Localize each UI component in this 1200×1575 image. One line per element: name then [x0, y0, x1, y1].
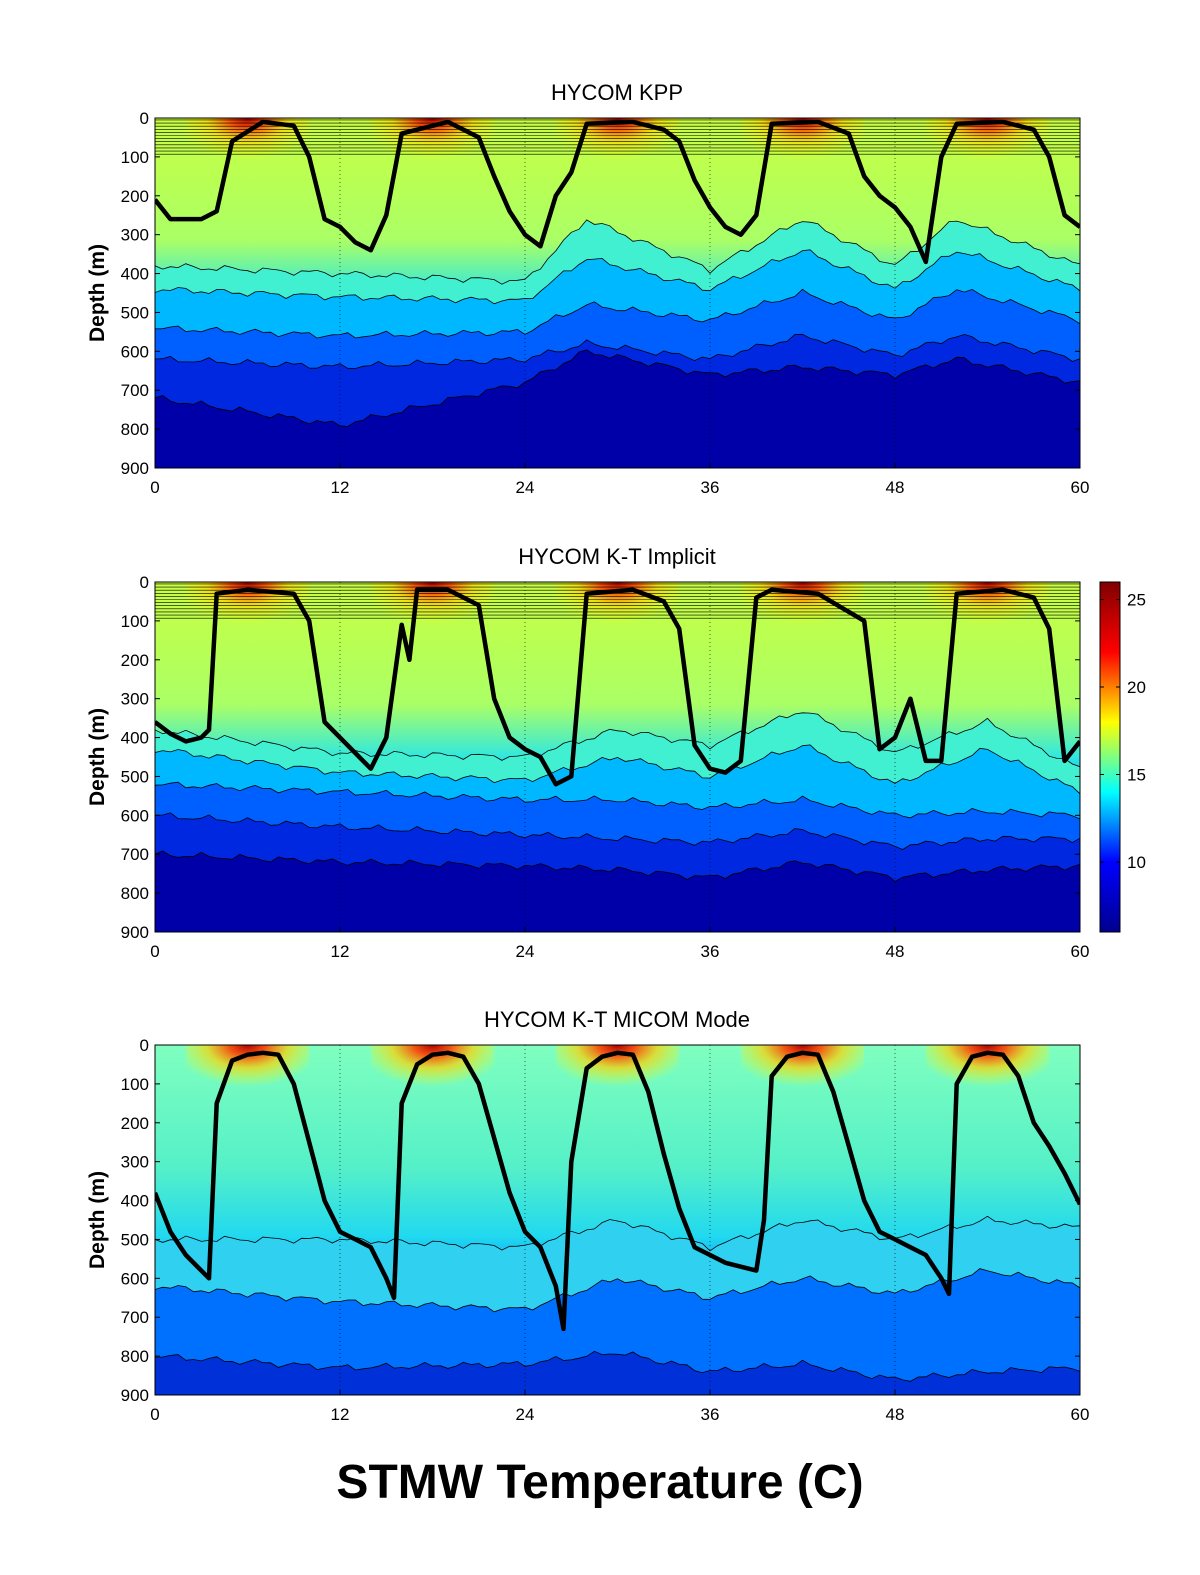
summer-warm-layer — [185, 118, 310, 188]
y-tick-label: 200 — [121, 651, 149, 670]
y-tick-label: 900 — [121, 1386, 149, 1405]
x-tick-label: 12 — [331, 942, 350, 961]
mixed-layer-line — [155, 587, 1080, 787]
summer-warm-layer — [925, 1045, 1050, 1115]
y-axis-label: Depth (m) — [86, 244, 109, 342]
x-tick-label: 0 — [150, 1405, 159, 1424]
y-tick-label: 100 — [121, 148, 149, 167]
y-tick-label: 400 — [121, 729, 149, 748]
summer-warm-layer — [740, 1045, 865, 1115]
y-axis: 0 100 200 300 400 500 600 700 800 900 — [121, 1036, 1080, 1405]
mixed-layer-line — [155, 119, 1080, 265]
plot-frame — [154, 1044, 1081, 1396]
x-tick-label: 36 — [701, 942, 720, 961]
y-tick-label: 0 — [140, 109, 149, 128]
x-tick-label: 24 — [516, 1405, 535, 1424]
y-tick-label: 400 — [121, 265, 149, 284]
mixed-layer-depth-series — [155, 119, 1080, 265]
y-tick-label: 900 — [121, 923, 149, 942]
summer-warm-layer — [370, 582, 495, 652]
x-axis: 0 12 24 36 48 60 — [150, 463, 1089, 497]
colorbar: 10 15 20 25 — [1099, 581, 1146, 933]
panel-hycom-kt-micom-mode: HYCOM K-T MICOM Mode 0 12 24 36 48 60 0 100 200… — [86, 1007, 1089, 1424]
colorbar-tick-label: 15 — [1127, 766, 1146, 785]
y-tick-label: 900 — [121, 459, 149, 478]
x-tick-label: 36 — [701, 1405, 720, 1424]
x-tick-label: 60 — [1071, 478, 1090, 497]
mixed-layer-line — [155, 1050, 1080, 1332]
x-tick-label: 48 — [886, 942, 905, 961]
y-tick-label: 0 — [140, 573, 149, 592]
y-axis-label: Depth (m) — [86, 708, 109, 806]
y-tick-label: 200 — [121, 187, 149, 206]
isotherm-band — [155, 349, 1080, 468]
summer-warm-layer — [925, 582, 1050, 652]
panel-title: HYCOM KPP — [551, 80, 683, 105]
colorbar-gradient — [1099, 581, 1121, 933]
panel-hycom-kpp: HYCOM KPP 0 12 24 36 48 60 0 100 200 300 400 500 60… — [86, 80, 1089, 497]
y-tick-label: 800 — [121, 420, 149, 439]
x-tick-label: 12 — [331, 1405, 350, 1424]
x-tick-label: 24 — [516, 478, 535, 497]
x-tick-label: 60 — [1071, 1405, 1090, 1424]
figure-caption: STMW Temperature (C) — [336, 1456, 864, 1509]
y-axis: 0 100 200 300 400 500 600 700 800 900 — [121, 573, 1080, 942]
y-tick-label: 500 — [121, 303, 149, 322]
y-tick-label: 300 — [121, 1153, 149, 1172]
plot-frame — [154, 581, 1081, 933]
colorbar-tick-label: 10 — [1127, 853, 1146, 872]
mixed-layer-depth-series — [155, 1050, 1080, 1332]
y-tick-label: 300 — [121, 690, 149, 709]
x-tick-label: 36 — [701, 478, 720, 497]
y-tick-label: 800 — [121, 1347, 149, 1366]
isotherm-band — [155, 1350, 1080, 1395]
mixed-layer-depth-series — [155, 587, 1080, 787]
y-tick-label: 700 — [121, 845, 149, 864]
y-tick-label: 500 — [121, 767, 149, 786]
y-axis-label: Depth (m) — [86, 1171, 109, 1269]
summer-warm-layer — [740, 118, 865, 188]
y-tick-label: 600 — [121, 1269, 149, 1288]
y-tick-label: 400 — [121, 1192, 149, 1211]
x-axis: 0 12 24 36 48 60 — [150, 927, 1089, 961]
y-tick-label: 700 — [121, 1308, 149, 1327]
heatmap-area — [155, 118, 1080, 468]
x-tick-label: 48 — [886, 1405, 905, 1424]
x-axis: 0 12 24 36 48 60 — [150, 1390, 1089, 1424]
summer-warm-layer — [555, 582, 680, 652]
colorbar-ticks: 10 15 20 25 — [1100, 591, 1146, 872]
y-tick-label: 700 — [121, 381, 149, 400]
y-axis: 0 100 200 300 400 500 600 700 800 900 — [121, 109, 1080, 478]
isotherm-band — [155, 850, 1080, 932]
panel-title: HYCOM K-T MICOM Mode — [484, 1007, 750, 1032]
x-tick-label: 48 — [886, 478, 905, 497]
colorbar-tick-label: 20 — [1127, 678, 1146, 697]
y-tick-label: 100 — [121, 612, 149, 631]
summer-warm-layer — [370, 118, 495, 188]
panel-title: HYCOM K-T Implicit — [518, 544, 716, 569]
y-tick-label: 600 — [121, 342, 149, 361]
x-tick-label: 0 — [150, 942, 159, 961]
y-tick-label: 300 — [121, 226, 149, 245]
panel-hycom-kt-implicit: HYCOM K-T Implicit 0 12 24 36 48 60 0 100 200 30… — [86, 544, 1089, 961]
x-tick-label: 24 — [516, 942, 535, 961]
x-tick-label: 12 — [331, 478, 350, 497]
colorbar-tick-label: 25 — [1127, 591, 1146, 610]
y-tick-label: 200 — [121, 1114, 149, 1133]
y-tick-label: 100 — [121, 1075, 149, 1094]
y-tick-label: 0 — [140, 1036, 149, 1055]
y-tick-label: 500 — [121, 1230, 149, 1249]
y-tick-label: 600 — [121, 806, 149, 825]
x-tick-label: 60 — [1071, 942, 1090, 961]
summer-warm-layer — [555, 1045, 680, 1115]
heatmap-area — [155, 1045, 1080, 1395]
y-tick-label: 800 — [121, 884, 149, 903]
x-tick-label: 0 — [150, 478, 159, 497]
plot-frame — [154, 117, 1081, 469]
